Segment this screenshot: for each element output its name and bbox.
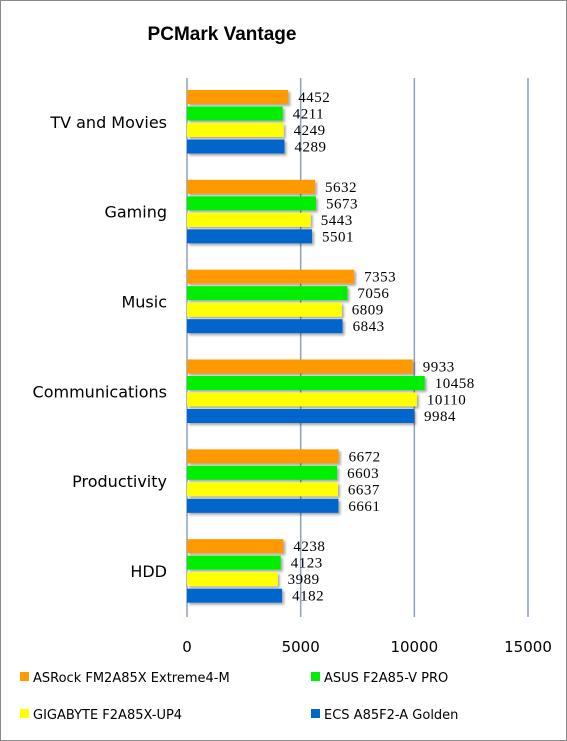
legend-swatch <box>311 709 320 718</box>
data-label: 7056 <box>357 286 389 302</box>
category-label: Gaming <box>104 203 167 222</box>
bar <box>187 269 355 284</box>
data-label: 4211 <box>293 107 324 123</box>
bar <box>187 482 338 497</box>
category-label: TV and Movies <box>49 113 167 132</box>
bar <box>187 392 417 407</box>
x-tick-label: 0 <box>182 638 192 656</box>
data-label: 4182 <box>292 589 324 605</box>
legend-label: ASUS F2A85-V PRO <box>324 671 448 686</box>
chart-title: PCMark Vantage <box>148 24 297 45</box>
data-label: 6672 <box>349 449 381 465</box>
bar <box>187 302 342 317</box>
data-label: 4123 <box>291 556 323 572</box>
data-label: 5443 <box>321 213 353 229</box>
data-label: 6637 <box>348 482 380 498</box>
data-label: 9984 <box>424 409 456 425</box>
category-label: HDD <box>130 562 167 581</box>
data-label: 5501 <box>322 229 354 245</box>
data-label: 4289 <box>295 140 327 156</box>
data-label: 5673 <box>326 196 358 212</box>
bar <box>187 196 316 211</box>
bar <box>187 359 413 374</box>
bar <box>187 90 289 104</box>
x-tick-label: 10000 <box>390 638 438 656</box>
bar <box>187 465 338 480</box>
data-label: 6661 <box>348 499 380 515</box>
x-tick-label: 5000 <box>282 638 320 656</box>
bar <box>187 498 339 513</box>
bar <box>187 539 284 554</box>
bar <box>187 179 316 194</box>
legend-label: ASRock FM2A85X Extreme4-M <box>33 671 230 686</box>
bar <box>187 212 311 227</box>
plot-area: 0 5000 10000 15000 TV and Movies 445242114249… <box>33 78 552 656</box>
data-label: 4452 <box>298 90 330 106</box>
bar <box>187 555 281 570</box>
bar <box>187 376 425 390</box>
bar <box>187 123 284 137</box>
legend-swatch <box>311 672 320 681</box>
bar <box>187 139 285 154</box>
x-tick-label: 15000 <box>504 638 552 656</box>
bar <box>187 286 348 301</box>
bar <box>187 449 339 464</box>
category-label: Productivity <box>72 472 167 491</box>
category-label: Communications <box>33 382 167 401</box>
data-label: 10458 <box>435 376 475 392</box>
legend-swatch <box>20 672 29 681</box>
legend: ASRock FM2A85X Extreme4-M ASUS F2A85-V PR… <box>20 671 458 723</box>
data-label: 6809 <box>352 303 384 319</box>
bar <box>187 319 343 334</box>
bar <box>187 588 283 603</box>
data-label: 10110 <box>427 393 466 409</box>
data-label: 3989 <box>288 572 320 588</box>
data-label: 4249 <box>294 123 326 139</box>
data-label: 9933 <box>423 360 455 376</box>
data-label: 4238 <box>293 539 325 555</box>
legend-label: ECS A85F2-A Golden <box>324 708 458 723</box>
bar <box>187 409 414 423</box>
data-label: 5632 <box>325 180 357 196</box>
bar <box>187 229 313 244</box>
legend-swatch <box>20 709 29 718</box>
category-label: Music <box>121 292 167 311</box>
legend-label: GIGABYTE F2A85X-UP4 <box>33 708 182 723</box>
data-label: 6843 <box>353 319 385 335</box>
data-label: 6603 <box>347 466 379 482</box>
bar <box>187 106 283 121</box>
bar <box>187 572 278 587</box>
data-label: 7353 <box>364 270 396 286</box>
